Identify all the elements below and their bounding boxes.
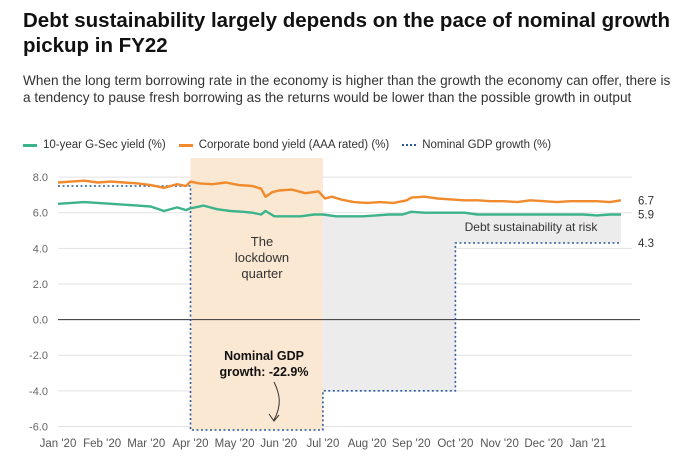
- y-tick-label: -6.0: [29, 421, 48, 433]
- legend-label-gdp: Nominal GDP growth (%): [422, 139, 552, 151]
- y-tick-label: 8.0: [33, 172, 48, 184]
- legend-label-corporate: Corporate bond yield (AAA rated) (%): [198, 139, 390, 151]
- lockdown-annotation-line: The: [251, 234, 273, 249]
- x-tick-label: Nov '20: [480, 438, 519, 450]
- lockdown-annotation-line: lockdown: [235, 250, 289, 265]
- legend-swatch-gsec: [23, 143, 37, 147]
- x-tick-label: Dec '20: [524, 438, 563, 450]
- legend: 10-year G-Sec yield (%) Corporate bond y…: [23, 137, 564, 153]
- x-tick-label: Jan '21: [569, 438, 606, 450]
- y-tick-label: 0.0: [33, 315, 48, 327]
- legend-swatch-corporate: [178, 143, 193, 147]
- y-tick-label: 4.0: [33, 243, 48, 255]
- x-tick-label: May '20: [215, 438, 255, 450]
- chart-subtitle: When the long term borrowing rate in the…: [23, 73, 671, 105]
- lockdown-band: [190, 158, 323, 430]
- series-line-corporate: [57, 179, 622, 205]
- x-tick-label: Mar '20: [127, 438, 165, 450]
- lockdown-annotation-line: quarter: [241, 266, 283, 281]
- y-tick-label: -2.0: [29, 350, 48, 362]
- x-tick-label: Oct '20: [437, 438, 473, 450]
- gdp-note-line: growth: -22.9%: [220, 365, 309, 379]
- risk-annotation: Debt sustainability at risk: [465, 220, 599, 234]
- x-tick-label: Aug '20: [348, 438, 387, 450]
- y-tick-label: -4.0: [29, 386, 48, 398]
- legend-swatch-gdp: [402, 144, 417, 146]
- x-tick-label: Jul '20: [306, 438, 339, 450]
- x-tick-label: Sep '20: [392, 438, 431, 450]
- x-tick-label: Jan '20: [40, 438, 77, 450]
- y-tick-label: 6.0: [33, 208, 48, 220]
- y-tick-label: 2.0: [33, 279, 48, 291]
- gdp-note-line: Nominal GDP: [224, 349, 304, 363]
- end-label-gdp: 4.3: [638, 238, 654, 250]
- legend-label-gsec: 10-year G-Sec yield (%): [43, 139, 166, 151]
- legend-item-corporate: Corporate bond yield (AAA rated) (%): [178, 139, 390, 151]
- end-label-corporate: 6.7: [638, 195, 654, 207]
- legend-item-gsec: 10-year G-Sec yield (%): [23, 139, 166, 151]
- risk-area: [322, 211, 621, 391]
- legend-item-gdp: Nominal GDP growth (%): [402, 139, 551, 151]
- series-line-gdp: [58, 185, 621, 431]
- x-tick-label: Jun '20: [260, 438, 297, 450]
- x-tick-label: Feb '20: [83, 438, 121, 450]
- end-label-gsec: 5.9: [638, 210, 654, 222]
- series-line-gsec: [57, 200, 621, 218]
- chart-title: Debt sustainability largely depends on t…: [23, 9, 670, 57]
- gdp-note-arrowhead: [268, 413, 280, 422]
- gdp-note-arrow: [273, 381, 280, 421]
- x-tick-label: Apr '20: [172, 438, 208, 450]
